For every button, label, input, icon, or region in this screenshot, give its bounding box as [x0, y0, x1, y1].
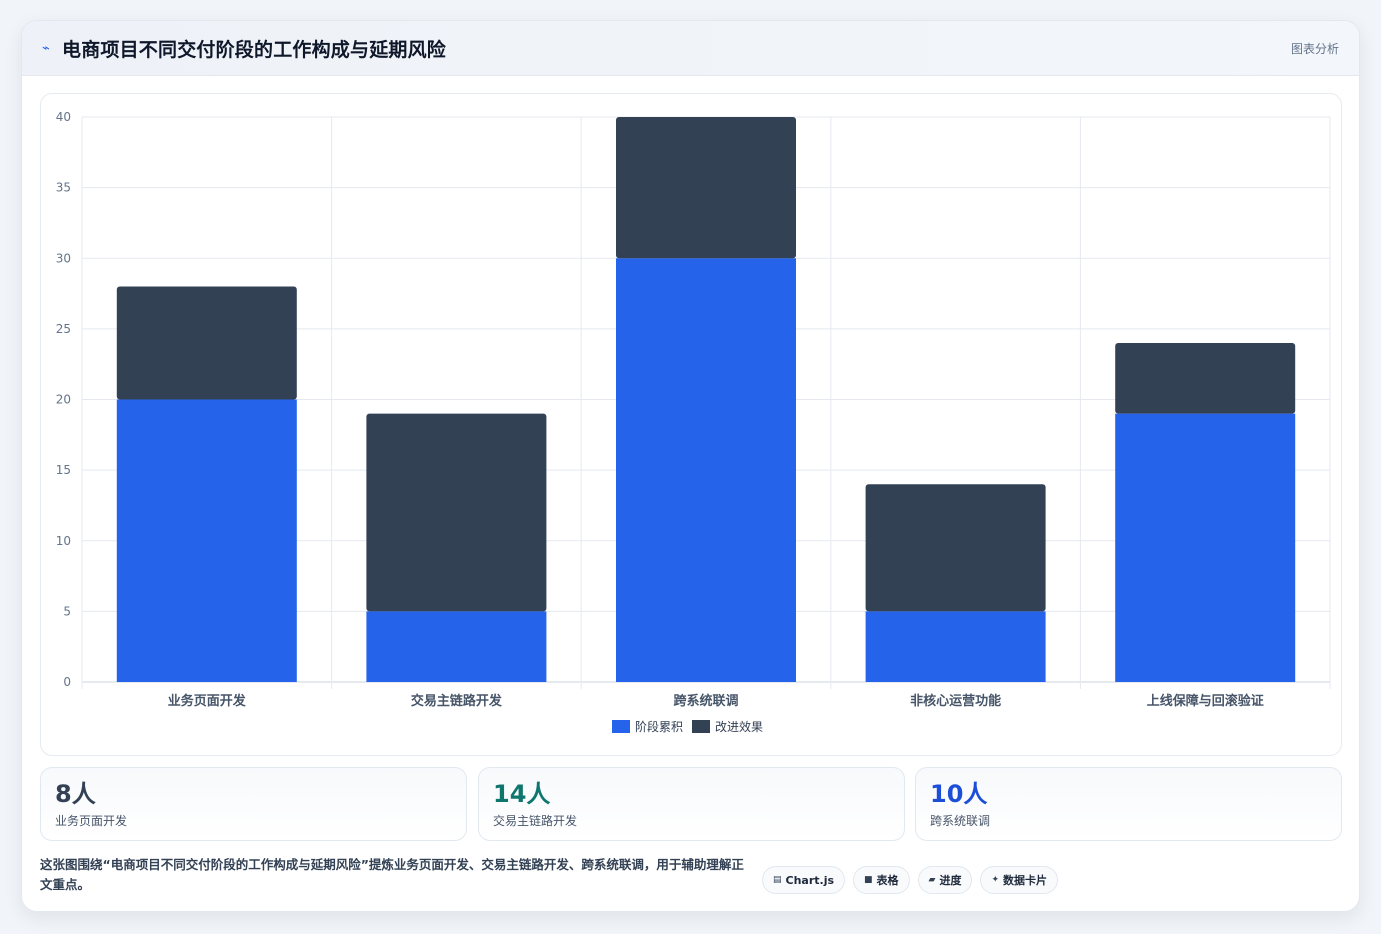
sparkle-icon: ✦ [991, 875, 1000, 885]
stat-label: 交易主链路开发 [493, 814, 578, 828]
x-tick-label: 非核心运营功能 [910, 693, 1001, 709]
chip-progress[interactable]: ▰ 进度 [917, 866, 973, 894]
y-tick-label: 25 [56, 322, 71, 336]
y-tick-label: 0 [63, 675, 71, 689]
legend-label: 阶段累积 [635, 719, 683, 734]
bar-segment [116, 286, 297, 400]
footer-description: 这张图围绕“电商项目不同交付阶段的工作构成与延期风险”提炼业务页面开发、交易主链… [40, 857, 744, 892]
chip-table[interactable]: ■ 表格 [853, 866, 910, 894]
stat-value: 10人 [930, 780, 988, 808]
bar-segment [1115, 413, 1296, 682]
legend-swatch [692, 720, 710, 733]
bar-segment [616, 258, 796, 682]
x-tick-label: 跨系统联调 [673, 693, 738, 709]
tech-chips: ▤ Chart.js ■ 表格 ▰ 进度 ✦ 数据卡片 [762, 866, 1059, 894]
y-tick-label: 20 [56, 393, 71, 407]
y-tick-label: 30 [56, 251, 71, 265]
bar-segment [865, 484, 1046, 612]
bar-segment [366, 611, 547, 682]
stat-value: 14人 [493, 780, 551, 808]
card-header: ⌁ 电商项目不同交付阶段的工作构成与延期风险 图表分析 [22, 21, 1359, 76]
table-icon: ■ [864, 875, 873, 885]
trend-line-icon: ⌁ [42, 40, 50, 56]
y-tick-label: 35 [56, 181, 71, 195]
chip-label: 进度 [939, 874, 962, 887]
footer: 这张图围绕“电商项目不同交付阶段的工作构成与延期风险”提炼业务页面开发、交易主链… [40, 855, 1342, 899]
stat-value: 8人 [55, 780, 96, 808]
chip-data-cards[interactable]: ✦ 数据卡片 [980, 866, 1059, 894]
page-title: 电商项目不同交付阶段的工作构成与延期风险 [62, 38, 447, 61]
title-wrap: ⌁ 电商项目不同交付阶段的工作构成与延期风险 [42, 35, 446, 62]
stacked-bar-chart: 0 5 10 15 20 25 30 35 40 业务页面开发 交易主链路开发 跨系统联调 非核心运营功… [56, 110, 1331, 734]
stat-card-cross-system: 10人 跨系统联调 [915, 767, 1342, 841]
bar-segment [616, 117, 796, 259]
chip-label: 数据卡片 [1003, 874, 1048, 887]
x-tick-label: 交易主链路开发 [411, 693, 503, 709]
x-tick-label: 上线保障与回滚验证 [1147, 693, 1264, 709]
stat-label: 业务页面开发 [55, 814, 128, 828]
y-tick-label: 15 [56, 463, 71, 477]
bar-segment [366, 413, 547, 612]
stat-card-business-pages: 8人 业务页面开发 [40, 767, 467, 841]
legend-swatch [612, 720, 630, 733]
y-tick-label: 40 [56, 110, 71, 124]
chip-chartjs[interactable]: ▤ Chart.js [762, 866, 846, 894]
stat-cards: 8人 业务页面开发 14人 交易主链路开发 10人 跨系统联调 [40, 767, 1342, 841]
chip-label: 表格 [876, 874, 899, 887]
x-tick-label: 业务页面开发 [168, 693, 247, 709]
y-tick-label: 10 [56, 534, 71, 548]
progress-icon: ▰ [928, 875, 936, 885]
chart-panel: 0 5 10 15 20 25 30 35 40 业务页面开发 交易主链路开发 跨系统联调 非核心运营功… [40, 93, 1342, 756]
chip-label: Chart.js [785, 873, 835, 887]
chart-icon: ▤ [773, 875, 782, 885]
bar-segment [1115, 343, 1296, 414]
chart-card: ⌁ 电商项目不同交付阶段的工作构成与延期风险 图表分析 0 5 10 15 20 25 30… [21, 20, 1360, 912]
chart-analysis-tag[interactable]: 图表分析 [1290, 41, 1339, 56]
bar-segment [116, 399, 297, 682]
stat-card-transaction-chain: 14人 交易主链路开发 [478, 767, 905, 841]
bar-segment [865, 611, 1046, 682]
y-tick-label: 5 [63, 604, 71, 618]
legend-label: 改进效果 [715, 719, 763, 734]
stat-label: 跨系统联调 [930, 814, 991, 828]
